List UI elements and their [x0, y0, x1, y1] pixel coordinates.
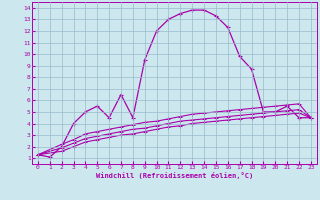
X-axis label: Windchill (Refroidissement éolien,°C): Windchill (Refroidissement éolien,°C)	[96, 172, 253, 179]
